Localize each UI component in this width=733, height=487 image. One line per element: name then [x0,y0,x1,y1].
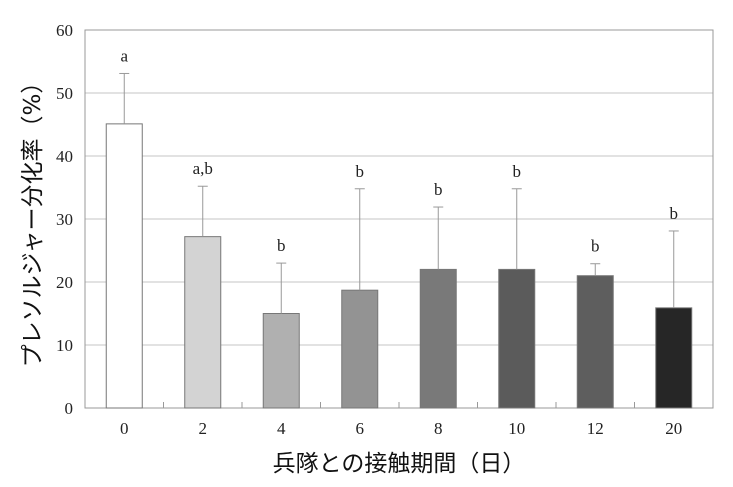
y-tick-label: 10 [56,336,73,355]
x-tick-label: 0 [120,419,129,438]
bar [105,123,143,409]
y-axis-title: プレソルジャー分化率（%） [20,71,46,368]
y-tick-label: 50 [56,84,73,103]
bar [655,307,693,409]
x-tick-label: 10 [508,419,525,438]
x-tick-labels: 0 2 4 6 8 10 12 20 [120,419,682,438]
bar [419,268,457,409]
bars [105,123,693,409]
significance-label: b [670,204,679,223]
gridlines [85,92,713,346]
x-tick-label: 12 [587,419,604,438]
bar [576,275,614,409]
bar [341,289,379,409]
y-tick-label: 60 [56,21,73,40]
y-tick-label: 40 [56,147,73,166]
bar [184,236,222,409]
significance-labels: a a,b b b b b b b [120,46,678,255]
significance-label: b [277,236,286,255]
x-tick-label: 8 [434,419,443,438]
x-tick-label: 20 [665,419,682,438]
significance-label: b [356,162,365,181]
y-tick-label: 0 [65,399,74,418]
x-tick-label: 6 [356,419,365,438]
significance-label: b [513,162,522,181]
x-tick-label: 2 [199,419,208,438]
significance-label: b [591,237,600,256]
significance-label: a,b [193,159,213,178]
bar [262,313,300,409]
significance-label: a [120,46,128,65]
error-bars [119,72,679,314]
y-tick-label: 30 [56,210,73,229]
x-tick-label: 4 [277,419,286,438]
significance-label: b [434,180,443,199]
x-axis-title: 兵隊との接触期間（日） [273,451,526,477]
bar [498,268,536,409]
y-tick-labels: 0 10 20 30 40 50 60 [56,21,635,418]
y-tick-label: 20 [56,273,73,292]
